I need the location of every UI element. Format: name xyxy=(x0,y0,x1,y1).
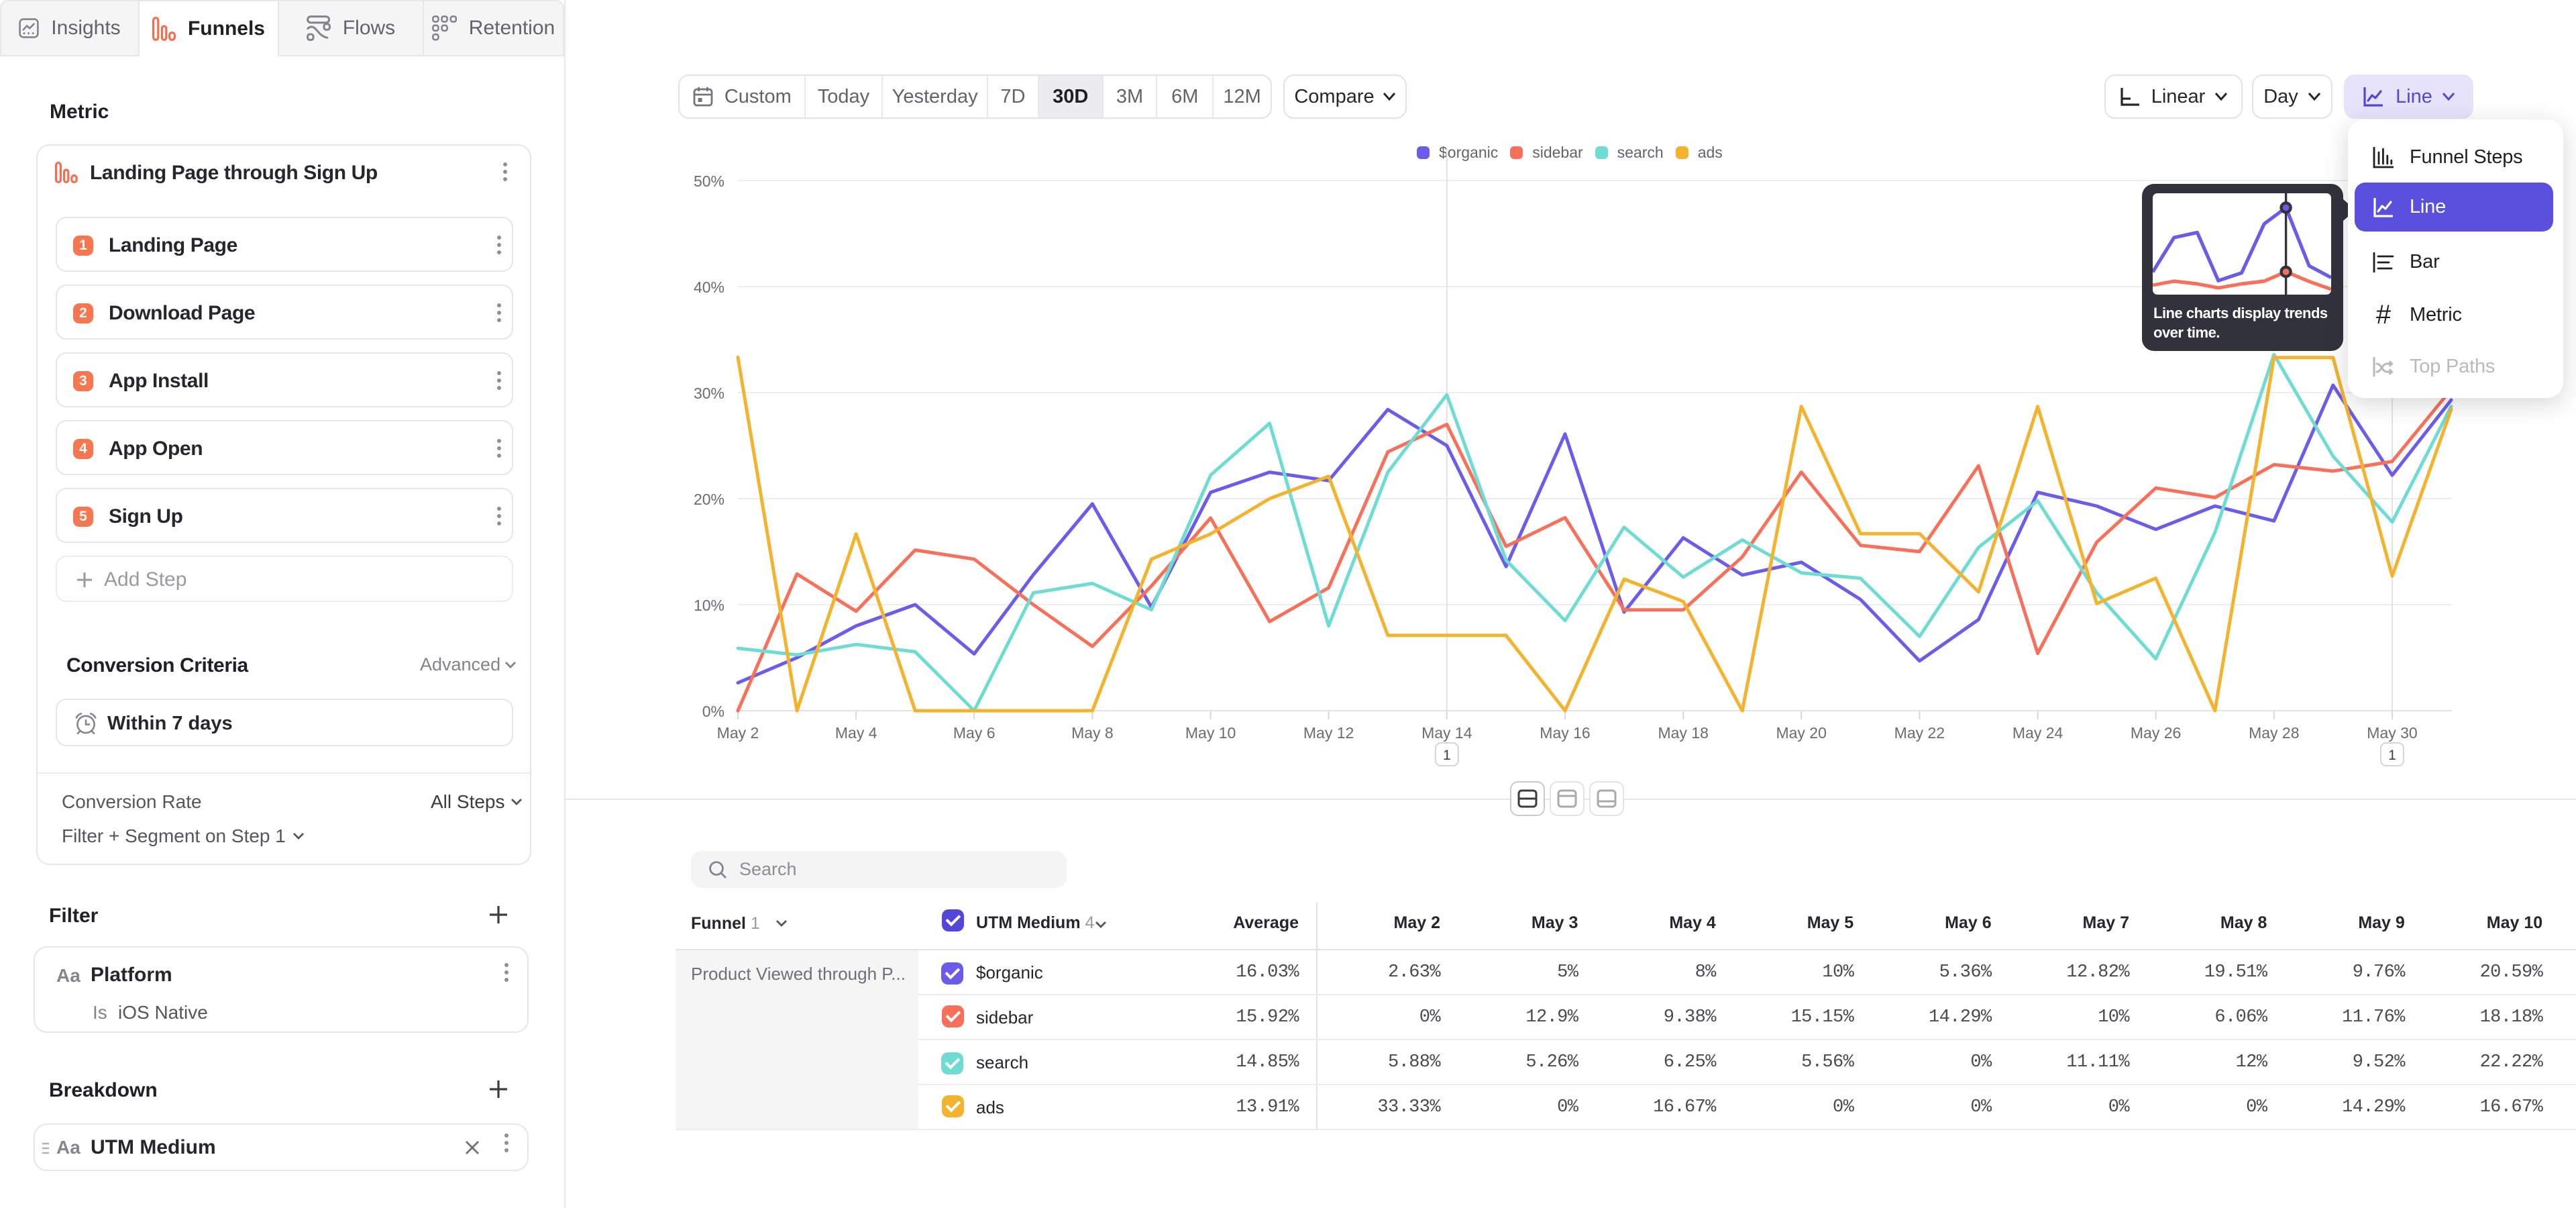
svg-text:May 22: May 22 xyxy=(1894,724,1945,742)
svg-text:1: 1 xyxy=(2388,748,2396,763)
svg-text:May 4: May 4 xyxy=(835,724,877,742)
svg-text:May 18: May 18 xyxy=(1658,724,1708,742)
svg-text:May 26: May 26 xyxy=(2131,724,2181,742)
svg-text:May 20: May 20 xyxy=(1776,724,1826,742)
svg-text:May 16: May 16 xyxy=(1540,724,1590,742)
svg-text:May 12: May 12 xyxy=(1303,724,1354,742)
svg-text:50%: 50% xyxy=(694,172,724,190)
svg-text:May 14: May 14 xyxy=(1421,724,1472,742)
svg-text:May 8: May 8 xyxy=(1071,724,1114,742)
svg-text:May 10: May 10 xyxy=(1185,724,1236,742)
svg-text:May 28: May 28 xyxy=(2249,724,2299,742)
svg-text:1: 1 xyxy=(1443,748,1451,763)
svg-text:30%: 30% xyxy=(694,385,724,402)
svg-text:0%: 0% xyxy=(702,703,724,720)
svg-text:May 6: May 6 xyxy=(953,724,996,742)
svg-text:40%: 40% xyxy=(694,279,724,296)
svg-text:20%: 20% xyxy=(694,491,724,508)
svg-text:May 24: May 24 xyxy=(2012,724,2063,742)
svg-text:10%: 10% xyxy=(694,597,724,614)
svg-text:May 2: May 2 xyxy=(717,724,759,742)
svg-text:May 30: May 30 xyxy=(2367,724,2417,742)
